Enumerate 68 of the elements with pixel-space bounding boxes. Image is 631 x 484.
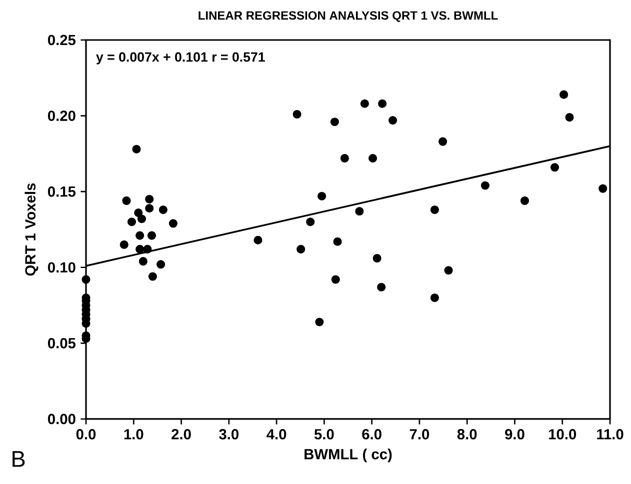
- point: [292, 110, 302, 119]
- point: [438, 137, 448, 146]
- point: [520, 196, 529, 205]
- point: [138, 257, 148, 266]
- point: [136, 244, 144, 254]
- point: [560, 90, 568, 99]
- point: [368, 154, 378, 163]
- point: [340, 154, 349, 163]
- chart-title: LINEAR REGRESSION ANALYSIS QRT 1 VS. BWMLL: [198, 11, 498, 22]
- x-tick-label: 3.0: [219, 429, 238, 440]
- point: [158, 206, 168, 214]
- point: [147, 231, 156, 240]
- x-tick-label: 5.0: [314, 429, 334, 440]
- x-axis-title: BWMLL ( cc): [304, 448, 392, 462]
- annotation: y = 0.007x + 0.101 r = 0.571: [96, 52, 265, 64]
- point: [598, 184, 608, 193]
- point: [127, 218, 136, 226]
- point: [480, 181, 490, 190]
- point: [145, 194, 154, 204]
- point: [378, 99, 387, 108]
- point: [148, 272, 157, 281]
- point: [550, 163, 560, 172]
- point: [137, 214, 146, 224]
- point: [330, 118, 339, 126]
- point: [156, 260, 166, 269]
- y-tick-label: 0.15: [48, 186, 76, 197]
- y-tick-label: 0.10: [48, 262, 76, 273]
- point: [145, 204, 154, 213]
- point: [331, 275, 340, 284]
- point: [134, 208, 143, 218]
- x-tick-label: 2.0: [172, 429, 191, 440]
- x-tick-label: 6.0: [362, 429, 382, 440]
- y-tick-label: 0.20: [48, 110, 76, 121]
- point: [430, 293, 439, 302]
- x-tick-label: 7.0: [410, 429, 430, 440]
- y-tick-label: 0.00: [48, 414, 76, 424]
- y-tick-label: 0.05: [48, 338, 76, 348]
- point: [254, 236, 262, 244]
- x-tick-label: 0.0: [76, 429, 96, 440]
- point: [318, 192, 326, 200]
- x-tick-label: 4.0: [266, 429, 286, 440]
- point: [120, 240, 128, 249]
- point: [143, 244, 152, 254]
- y-axis-title: QRT 1 Voxels: [24, 183, 38, 276]
- point: [360, 99, 369, 108]
- text: B: [12, 451, 25, 467]
- y-tick-label: 0.25: [48, 34, 76, 46]
- point: [372, 254, 382, 263]
- x-tick-label: 9.0: [505, 429, 524, 440]
- x-tick-label: 10.0: [549, 429, 576, 440]
- point: [168, 219, 178, 228]
- point: [306, 218, 315, 226]
- x-tick-label: 1.0: [124, 429, 144, 440]
- point: [82, 275, 90, 284]
- x-tick-label: 11.0: [597, 429, 624, 440]
- point: [132, 144, 141, 154]
- point: [122, 196, 131, 205]
- point: [430, 206, 439, 214]
- x-tick-label: 8.0: [457, 429, 477, 440]
- point: [136, 231, 144, 240]
- point: [377, 282, 386, 292]
- point: [333, 237, 342, 246]
- point: [388, 116, 398, 125]
- point: [565, 113, 574, 122]
- point: [444, 266, 453, 275]
- point: [355, 207, 364, 216]
- point: [296, 244, 306, 254]
- point: [315, 318, 324, 326]
